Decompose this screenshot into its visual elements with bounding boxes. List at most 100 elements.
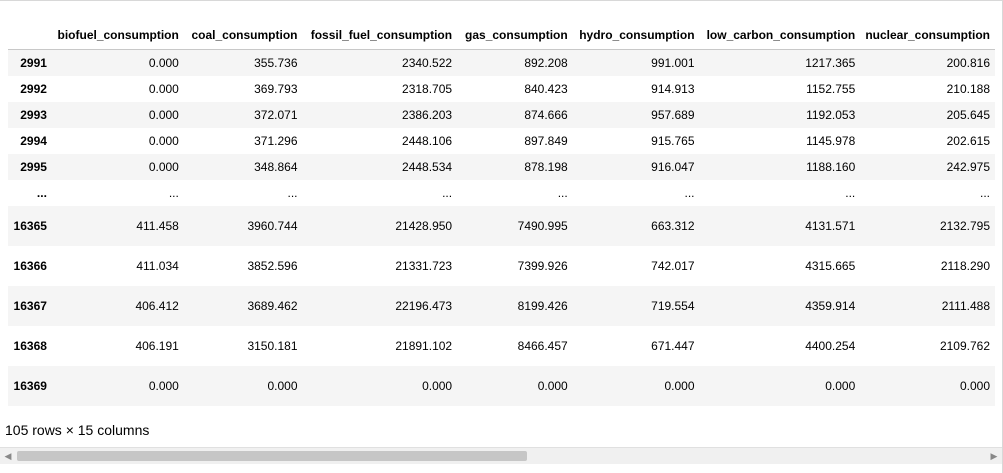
- table-cell: ...: [845, 186, 856, 200]
- table-cell: 348.864: [254, 160, 298, 174]
- row-index: 2993: [20, 108, 47, 122]
- scroll-left-arrow-icon[interactable]: ◀: [4, 451, 12, 461]
- table-cell: 372.071: [254, 108, 298, 122]
- table-cell: 21331.723: [395, 259, 453, 273]
- table-row: 2994 0.000 371.296 2448.106 897.849 915.765 11…: [8, 128, 995, 154]
- table-cell: 7399.926: [517, 259, 568, 273]
- table-cell: 4359.914: [805, 299, 856, 313]
- table-cell: 892.208: [524, 56, 568, 70]
- index-header: [8, 21, 52, 50]
- table-row: 16367 406.412 3689.462 22196.473 8199.426 719…: [8, 286, 995, 326]
- table-cell: 3852.596: [247, 259, 298, 273]
- table-cell: 2386.203: [402, 108, 453, 122]
- table-cell: 2318.705: [402, 82, 453, 96]
- table-cell: 200.816: [946, 56, 990, 70]
- table-row: 2992 0.000 369.793 2318.705 840.423 914.913 11…: [8, 76, 995, 102]
- table-cell: 0.000: [267, 379, 298, 393]
- table-cell: 719.554: [651, 299, 695, 313]
- row-index: 16368: [13, 339, 47, 353]
- table-cell: 0.000: [959, 379, 990, 393]
- table-row: 2995 0.000 348.864 2448.534 878.198 916.047 11…: [8, 154, 995, 180]
- dataframe-table: biofuel_consumption coal_consumption fos…: [8, 21, 995, 406]
- header-row: biofuel_consumption coal_consumption fos…: [8, 21, 995, 50]
- table-cell: 1188.160: [806, 160, 856, 174]
- table-cell: ...: [168, 186, 179, 200]
- table-cell: 2132.795: [939, 219, 990, 233]
- row-index: 2992: [20, 82, 47, 96]
- table-cell: 4400.254: [805, 339, 856, 353]
- table-cell: 2340.522: [402, 56, 453, 70]
- table-cell: ...: [557, 186, 568, 200]
- table-cell: 742.017: [651, 259, 695, 273]
- row-index: 16369: [13, 379, 47, 393]
- table-cell: 0.000: [148, 134, 179, 148]
- row-index: 16367: [13, 299, 47, 313]
- table-cell: 840.423: [524, 82, 568, 96]
- scroll-right-arrow-icon[interactable]: ▶: [990, 451, 998, 461]
- table-cell: 0.000: [148, 82, 179, 96]
- table-row: 2991 0.000 355.736 2340.522 892.208 991.001 12…: [8, 49, 995, 76]
- table-cell: 2448.106: [402, 134, 453, 148]
- column-header-gas: gas_consumption: [457, 21, 573, 50]
- row-index: 2991: [20, 56, 47, 70]
- column-header-nuclear: nuclear_consumption: [860, 21, 995, 50]
- column-header-coal: coal_consumption: [183, 21, 303, 50]
- table-cell: 371.296: [254, 134, 298, 148]
- table-cell: 0.000: [148, 160, 179, 174]
- table-body: 2991 0.000 355.736 2340.522 892.208 991.001 12…: [8, 49, 995, 406]
- table-cell: 22196.473: [395, 299, 453, 313]
- column-header-biofuel: biofuel_consumption: [51, 21, 184, 50]
- table-cell: 916.047: [651, 160, 695, 174]
- table-cell: 0.000: [537, 379, 568, 393]
- table-cell: 874.666: [524, 108, 568, 122]
- table-cell: 7490.995: [517, 219, 568, 233]
- table-row: 16369 0.000 0.000 0.000 0.000 0.000 0.000 0.000: [8, 366, 995, 406]
- table-cell: ...: [287, 186, 298, 200]
- table-cell: 406.412: [135, 299, 179, 313]
- table-row: 16365 411.458 3960.744 21428.950 7490.995 663…: [8, 206, 995, 246]
- table-cell: 3960.744: [247, 219, 298, 233]
- table-cell: 2109.762: [939, 339, 990, 353]
- table-row: ........................: [8, 180, 995, 206]
- table-cell: 202.615: [946, 134, 990, 148]
- scrollbar-thumb[interactable]: [17, 451, 527, 461]
- table-cell: 1145.978: [806, 134, 856, 148]
- table-cell: 8199.426: [517, 299, 568, 313]
- table-cell: 914.913: [651, 82, 695, 96]
- table-cell: 878.198: [524, 160, 568, 174]
- table-cell: 671.447: [651, 339, 695, 353]
- table-cell: 4315.665: [805, 259, 856, 273]
- table-cell: 663.312: [651, 219, 695, 233]
- table-cell: 897.849: [524, 134, 568, 148]
- column-header-hydro: hydro_consumption: [572, 21, 700, 50]
- table-cell: ...: [684, 186, 695, 200]
- table-row: 2993 0.000 372.071 2386.203 874.666 957.689 11…: [8, 102, 995, 128]
- column-header-low-carbon: low_carbon_consumption: [699, 21, 861, 50]
- table-cell: 242.975: [946, 160, 990, 174]
- table-cell: 21428.950: [395, 219, 453, 233]
- table-cell: 411.458: [136, 219, 179, 233]
- table-cell: 411.034: [136, 259, 179, 273]
- table-cell: 0.000: [148, 379, 179, 393]
- table-cell: 355.736: [254, 56, 298, 70]
- table-cell: 205.645: [946, 108, 990, 122]
- table-cell: 21891.102: [395, 339, 453, 353]
- table-cell: 210.188: [946, 82, 990, 96]
- dataframe-container: biofuel_consumption coal_consumption fos…: [8, 21, 995, 406]
- row-index: 16365: [13, 219, 47, 233]
- table-cell: 2111.488: [941, 299, 990, 313]
- table-cell: 957.689: [651, 108, 695, 122]
- table-cell: ...: [979, 186, 990, 200]
- row-index: ...: [36, 186, 47, 200]
- table-cell: 0.000: [422, 379, 453, 393]
- row-index: 2995: [20, 160, 47, 174]
- table-cell: 3689.462: [247, 299, 298, 313]
- table-cell: 0.000: [664, 379, 695, 393]
- horizontal-scrollbar[interactable]: ◀ ▶: [0, 447, 1002, 464]
- column-header-fossil-fuel: fossil_fuel_consumption: [302, 21, 458, 50]
- row-index: 2994: [20, 134, 47, 148]
- table-cell: ...: [442, 186, 453, 200]
- table-cell: 0.000: [148, 56, 179, 70]
- table-cell: 0.000: [825, 379, 856, 393]
